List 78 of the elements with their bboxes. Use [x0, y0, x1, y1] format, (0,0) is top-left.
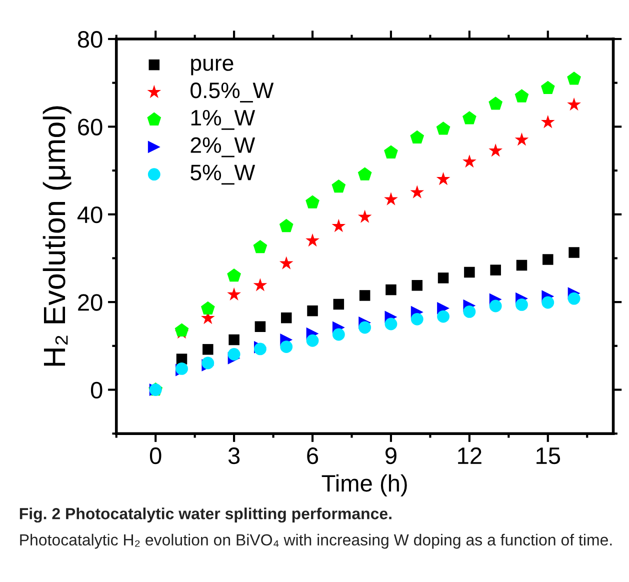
x-tick-label: 12 [458, 447, 482, 464]
point [332, 179, 346, 193]
point [254, 321, 266, 332]
point [306, 233, 320, 247]
point [489, 300, 502, 312]
point [227, 287, 241, 300]
point [514, 132, 529, 146]
point [253, 278, 268, 292]
point [410, 185, 424, 198]
point [540, 115, 555, 128]
point [279, 218, 294, 232]
point [568, 292, 580, 305]
point [384, 318, 398, 330]
y-axis-title: H₂ Evolution (μmol) [42, 106, 72, 366]
point [280, 312, 292, 324]
point [174, 323, 189, 336]
point [542, 254, 554, 265]
point [463, 305, 476, 318]
point [279, 256, 294, 270]
point [384, 192, 398, 206]
point [384, 145, 398, 158]
point [280, 340, 293, 353]
point [200, 301, 215, 315]
point [332, 218, 346, 232]
point [333, 298, 344, 310]
point [567, 97, 581, 111]
y-tick-label: 0 [90, 382, 102, 399]
point [306, 195, 320, 208]
point [438, 272, 449, 284]
y-tick-label: 40 [77, 206, 102, 224]
point [386, 284, 396, 296]
x-tick-label: 3 [228, 447, 240, 464]
point [516, 260, 528, 271]
legend-label: 5%_W [190, 164, 256, 185]
point [490, 264, 501, 276]
point [462, 111, 476, 124]
point [228, 334, 240, 346]
point [307, 305, 318, 316]
point [358, 321, 372, 334]
point [253, 240, 268, 254]
y-tick-label: 20 [78, 294, 102, 311]
point [464, 266, 475, 278]
point [436, 172, 450, 186]
point [462, 154, 476, 168]
y-tick-label: 60 [78, 118, 102, 136]
point [227, 268, 241, 282]
point [358, 210, 372, 223]
point [436, 122, 450, 135]
y-tick-label: 80 [78, 31, 102, 48]
x-tick-label: 0 [150, 447, 162, 464]
point [202, 344, 214, 355]
x-tick-label: 9 [386, 447, 396, 464]
caption: Fig. 2 Photocatalytic water splitting performance. [20, 508, 392, 523]
point [358, 167, 372, 180]
point [567, 72, 581, 85]
point [437, 310, 450, 323]
point [359, 290, 370, 301]
legend-label: 0.5%_W [190, 82, 274, 102]
point [412, 280, 423, 291]
x-tick-label: 6 [307, 447, 318, 464]
point [542, 296, 554, 309]
point [332, 328, 345, 341]
point [488, 96, 503, 110]
point [228, 348, 240, 360]
point [410, 312, 424, 326]
legend-label: 2%_W [190, 137, 256, 158]
legend-label: 1%_W [191, 110, 256, 130]
point [488, 144, 503, 157]
text: Photocatalytic H₂ evolution on BiVO₄ with increasing W doping as a function of time. [20, 534, 612, 549]
point [410, 130, 424, 144]
point [516, 298, 528, 311]
legend-label: pure [191, 58, 234, 76]
point [514, 89, 529, 102]
x-tick-label: 15 [536, 448, 560, 464]
x-axis-title: Time (h) [322, 474, 407, 496]
point [568, 247, 580, 258]
point [540, 80, 555, 94]
point [306, 334, 319, 347]
